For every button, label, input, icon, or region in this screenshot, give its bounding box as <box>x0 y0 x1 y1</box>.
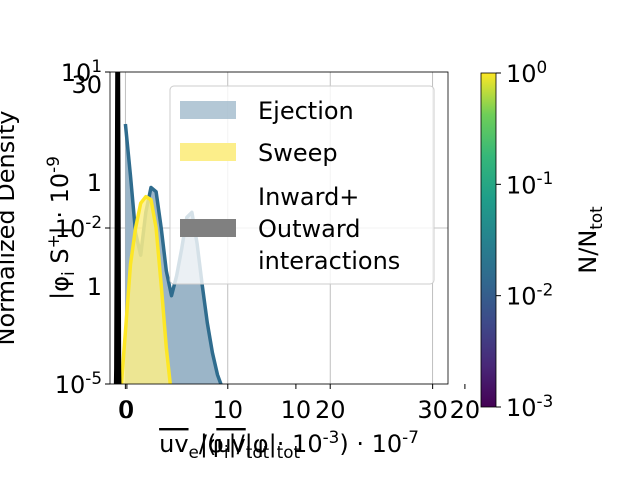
y-axis-label: Normalized Density <box>0 111 20 346</box>
x-tick-label: 20 <box>450 396 481 424</box>
x-axis-label: uve​/(uvtot​ · 10-3​) · 10-7​ <box>159 427 419 462</box>
axis-labels: 010203001020101​10-2​10-5​3011uve​/(uvto… <box>0 56 480 462</box>
colorbar-tick-label: 10-3​ <box>506 391 553 422</box>
x-tick-label: 30 <box>417 396 448 424</box>
legend-label: Outward <box>258 215 361 243</box>
y-tick-label: 10-5​ <box>55 368 102 399</box>
y-tick-label: 101​ <box>61 56 102 87</box>
y-tick-label: 1 <box>87 169 102 197</box>
x-tick-label: 10 <box>281 396 312 424</box>
area-line-2 <box>113 72 122 384</box>
x-tick-label: 0 <box>118 396 133 424</box>
x-axis-label: |φi​|/|φ|tot​ <box>200 430 301 462</box>
legend: Ejection Sweep Inward+ Outward interactions <box>169 85 435 285</box>
colorbar-tick-label: 10-2​ <box>506 279 553 310</box>
legend-label: Ejection <box>258 97 354 125</box>
area-line-1 <box>119 194 173 384</box>
colorbar-label: N/Ntot​ <box>574 206 606 274</box>
x-tick-label: 10 <box>213 396 244 424</box>
y-axis-label: |φi​ S+​| · 10-9​ <box>43 156 78 300</box>
colorbar-tick-label: 100​ <box>506 57 547 88</box>
legend-swatch <box>180 101 236 119</box>
legend-label: Sweep <box>258 139 338 167</box>
x-tick-label: 0 <box>119 396 134 424</box>
y-tick-label: 1 <box>87 273 102 301</box>
legend-label: interactions <box>258 247 400 275</box>
colorbar: 100​ 10-1​ 10-2​ 10-3​ N/Ntot​ <box>480 57 606 422</box>
y-tick-label: 30 <box>71 71 102 99</box>
area-fill-1 <box>120 196 187 384</box>
colorbar-tick-label: 10-1​ <box>506 168 553 199</box>
colorbar-bar <box>480 72 497 408</box>
legend-swatch <box>180 219 236 237</box>
legend-swatch <box>180 143 236 161</box>
x-tick-label: 20 <box>315 396 346 424</box>
legend-label: Inward+ <box>258 183 359 211</box>
y-tick-label: 10-2​ <box>55 212 102 243</box>
